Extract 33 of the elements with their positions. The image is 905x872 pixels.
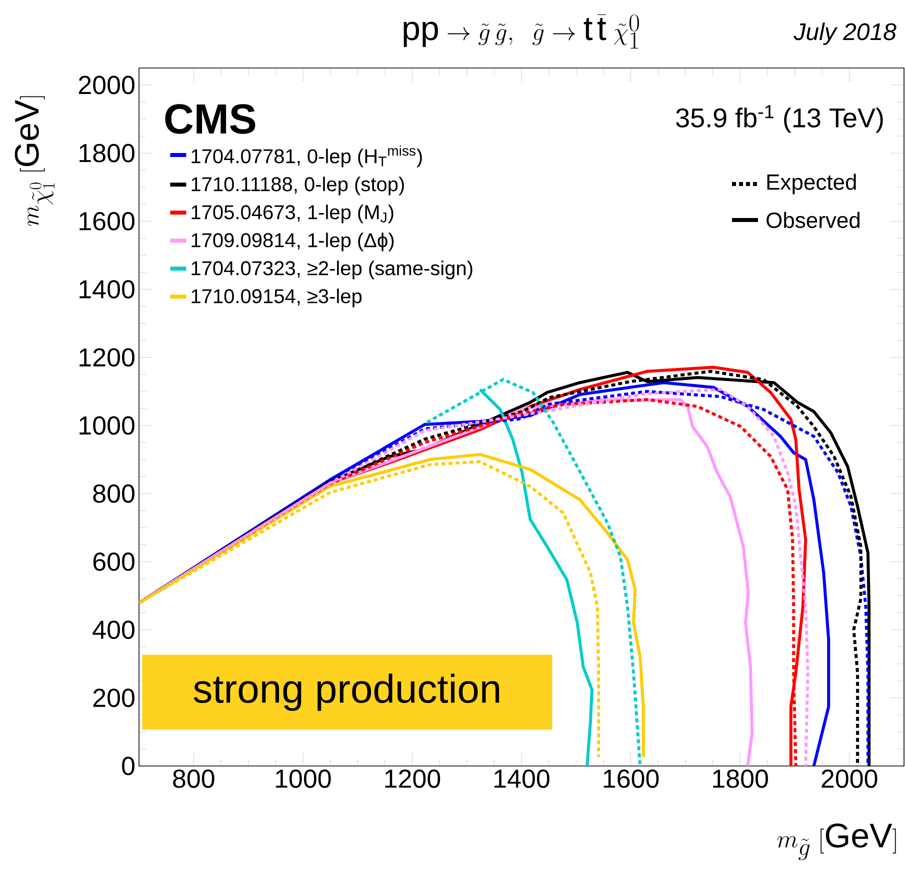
annotation: Observed bbox=[766, 212, 860, 228]
legend-label: 1710.11188, 0-lep (stop) bbox=[192, 176, 404, 196]
x-axis-title: $m_{\tilde{g}}\;[\mathrm{GeV}]$ bbox=[777, 824, 896, 860]
annotation: Expected bbox=[767, 174, 856, 194]
annotation: CMS bbox=[165, 104, 256, 134]
legend-label: 1704.07323, ≥2-lep (same-sign) bbox=[192, 260, 472, 280]
x-tick-label: 1000 bbox=[276, 770, 331, 788]
x-tick-label: 1600 bbox=[604, 770, 659, 788]
chart-title: $\mathrm{pp} \rightarrow \tilde{g}\,\tilde{g},\;\; \tilde{g} \rightarrow \mathrm{t}\,\bar{\mathrm{t}}\;\tilde{\chi}^{0}_{1}$ bbox=[404, 14, 639, 49]
y-tick-label: 200 bbox=[93, 688, 134, 708]
annotation: 35.9 fb$^{-1}$ (13 TeV) bbox=[676, 105, 883, 133]
annotation: strong production bbox=[194, 674, 500, 711]
legend-label: 1705.04673, 1-lep (M$_{J}$) bbox=[192, 204, 394, 224]
y-tick-label: 1800 bbox=[80, 144, 134, 162]
y-tick-label: 1000 bbox=[80, 416, 134, 435]
text: July 2018 bbox=[794, 22, 896, 45]
legend-label: 1710.09154, ≥3-lep bbox=[192, 288, 362, 308]
y-tick-label: 0 bbox=[122, 756, 134, 776]
y-tick-label: 600 bbox=[93, 552, 134, 571]
legend-label: 1709.09814, 1-lep (Δϕ) bbox=[192, 232, 394, 252]
y-tick-label: 1400 bbox=[80, 280, 134, 299]
y-tick-label: 1200 bbox=[80, 348, 134, 367]
legend-label: 1704.07781, 0-lep (H$_{T}$$^{miss}$) bbox=[192, 145, 422, 168]
y-tick-label: 1600 bbox=[80, 212, 134, 230]
y-axis-title: $m_{\tilde{\chi}^{0}_{1}}\;[\mathrm{GeV}]$ bbox=[14, 96, 54, 226]
x-tick-label: 800 bbox=[173, 770, 214, 788]
y-tick-label: 400 bbox=[92, 620, 134, 639]
y-tick-label: 800 bbox=[93, 484, 134, 503]
x-tick-label: 1200 bbox=[385, 770, 440, 788]
x-tick-label: 1800 bbox=[713, 770, 768, 788]
x-tick-label: 2000 bbox=[822, 770, 878, 788]
y-tick-label: 2000 bbox=[78, 76, 134, 94]
x-tick-label: 1400 bbox=[494, 770, 550, 788]
